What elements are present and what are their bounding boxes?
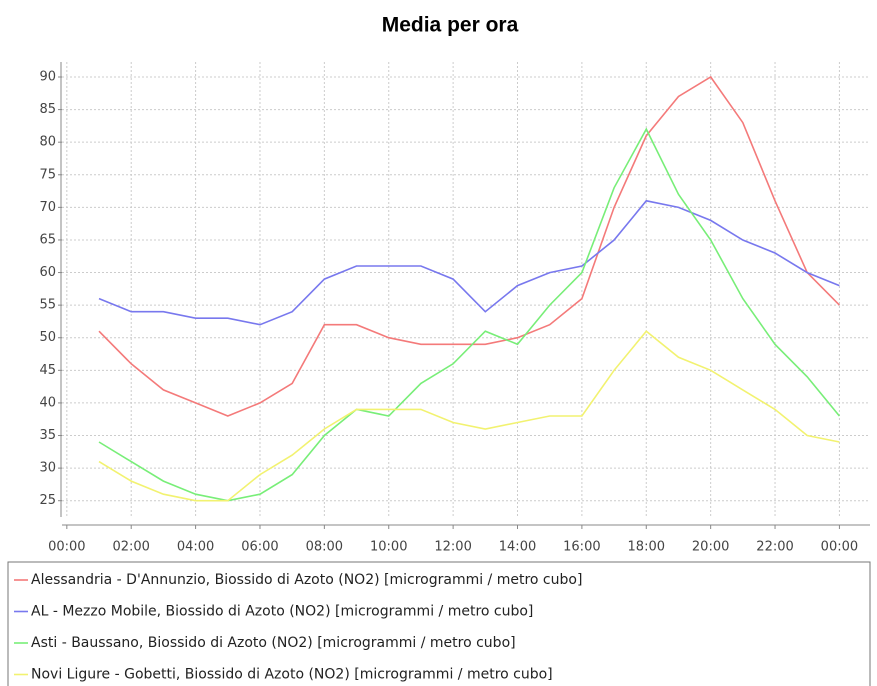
- x-tick-label: 08:00: [306, 540, 343, 555]
- x-tick-label: 14:00: [499, 540, 536, 555]
- legend: [7, 561, 871, 686]
- series-line: [98, 330, 840, 502]
- y-tick-label: 85: [39, 102, 56, 117]
- y-tick-label: 55: [39, 298, 56, 313]
- x-tick-label: 22:00: [756, 540, 793, 555]
- series-line: [98, 75, 840, 417]
- y-tick-label: 45: [39, 363, 56, 378]
- legend-label: AL - Mezzo Mobile, Biossido di Azoto (NO…: [31, 604, 533, 620]
- x-tick-label: 12:00: [434, 540, 471, 555]
- series-line: [98, 127, 841, 502]
- x-tick-label: 00:00: [48, 540, 85, 555]
- x-tick-label: 20:00: [692, 540, 729, 555]
- y-tick-label: 75: [39, 167, 56, 182]
- x-tick-label: 18:00: [628, 540, 665, 555]
- y-tick-label: 30: [39, 461, 56, 476]
- x-tick-label: 10:00: [370, 540, 407, 555]
- x-tick-label: 04:00: [177, 540, 214, 555]
- x-tick-label: 06:00: [241, 540, 278, 555]
- chart-title: Media per ora: [382, 14, 519, 37]
- plot-area: [62, 62, 870, 517]
- y-tick-label: 40: [39, 395, 56, 410]
- y-tick-label: 65: [39, 232, 56, 247]
- y-tick-label: 80: [39, 135, 56, 150]
- x-tick-label: 02:00: [112, 540, 149, 555]
- y-tick-label: 90: [39, 69, 56, 84]
- y-tick-label: 70: [39, 200, 56, 215]
- y-tick-label: 25: [39, 493, 56, 508]
- x-tick-label: 00:00: [821, 540, 858, 555]
- legend-label: Novi Ligure - Gobetti, Biossido di Azoto…: [31, 667, 553, 683]
- x-tick-label: 16:00: [563, 540, 600, 555]
- y-tick-label: 60: [39, 265, 56, 280]
- y-tick-label: 50: [39, 330, 56, 345]
- series-line: [98, 199, 840, 326]
- legend-label: Asti - Baussano, Biossido di Azoto (NO2)…: [31, 635, 516, 651]
- y-tick-label: 35: [39, 428, 56, 443]
- legend-label: Alessandria - D'Annunzio, Biossido di Az…: [31, 572, 582, 588]
